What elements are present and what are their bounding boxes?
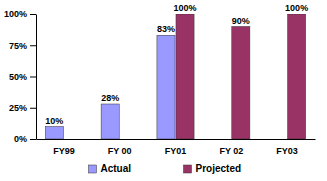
y-tick-label: 50%: [9, 72, 27, 82]
data-label: 100%: [285, 3, 308, 13]
data-label: 10%: [45, 116, 63, 126]
legend-label: Projected: [196, 163, 242, 174]
chart: 0% 25% 50% 75% 100% FY99 FY 00 FY01 FY 02 FY03 10%…: [0, 0, 327, 181]
x-tick: FY99: [53, 139, 75, 156]
data-labels: 10% 28% 83% 100% 90% 100%: [45, 3, 308, 126]
y-tick: 100%: [4, 9, 36, 19]
x-tick-label: FY01: [165, 146, 187, 156]
y-tick-label: 0%: [14, 134, 27, 144]
y-tick-mark: [30, 139, 36, 140]
bar: [45, 127, 63, 140]
x-tick-label: FY03: [276, 146, 298, 156]
x-axis-line: [37, 139, 316, 140]
x-axis: FY99 FY 00 FY01 FY 02 FY03: [37, 139, 316, 156]
bars: [45, 14, 305, 139]
y-axis: 0% 25% 50% 75% 100%: [4, 9, 37, 144]
bar: [232, 27, 250, 140]
y-tick-label: 100%: [4, 9, 27, 19]
y-axis-line: [36, 15, 37, 140]
legend: Actual Projected: [89, 163, 242, 174]
y-tick: 25%: [9, 103, 36, 113]
data-label: 28%: [101, 93, 119, 103]
y-tick-label: 75%: [9, 41, 27, 51]
legend-label: Actual: [101, 163, 132, 174]
y-tick-mark: [30, 108, 36, 109]
y-tick: 50%: [9, 72, 36, 82]
data-label: 100%: [174, 3, 197, 13]
bar: [101, 104, 119, 139]
bar: [176, 14, 194, 139]
x-tick-label: FY 02: [219, 146, 243, 156]
legend-swatch: [184, 165, 192, 173]
x-tick: FY03: [276, 139, 298, 156]
x-tick: FY 02: [219, 139, 243, 156]
y-tick: 75%: [9, 41, 36, 51]
y-tick: 0%: [14, 134, 36, 144]
x-tick: FY01: [165, 139, 187, 156]
y-tick-mark: [30, 77, 36, 78]
y-tick-mark: [30, 14, 36, 15]
y-tick-label: 25%: [9, 103, 27, 113]
x-tick-label: FY 00: [108, 146, 132, 156]
plot: 0% 25% 50% 75% 100% FY99 FY 00 FY01 FY 02 FY03 10%…: [4, 3, 316, 156]
data-label: 90%: [232, 16, 250, 26]
bar: [288, 14, 306, 139]
bar: [157, 35, 175, 139]
data-label: 83%: [157, 24, 175, 34]
legend-swatch: [89, 165, 97, 173]
x-tick-label: FY99: [53, 146, 75, 156]
x-tick: FY 00: [108, 139, 132, 156]
y-tick-mark: [30, 45, 36, 46]
